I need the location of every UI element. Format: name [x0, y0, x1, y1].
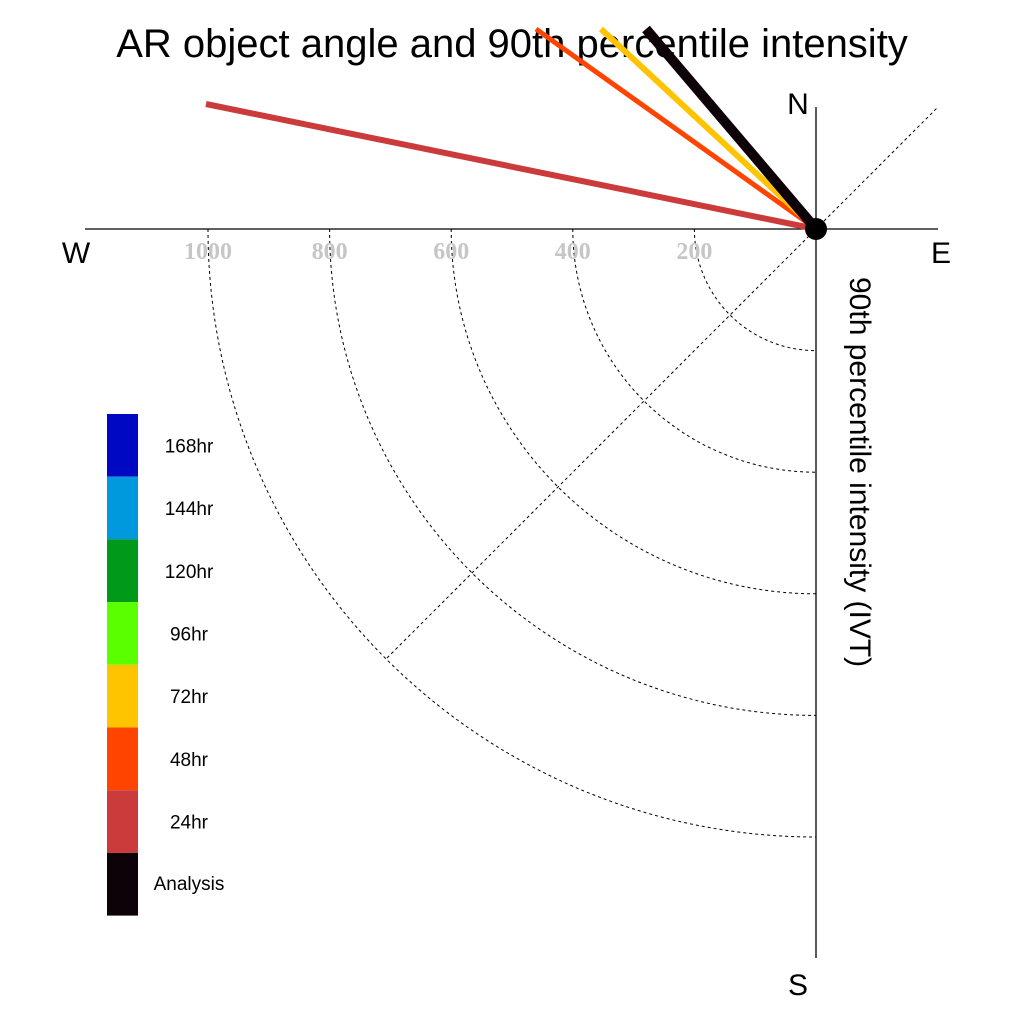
chart-title: AR object angle and 90th percentile inte…: [116, 22, 908, 66]
legend-swatch: [107, 790, 138, 853]
compass-west-label: W: [62, 237, 91, 270]
legend-label: 24hr: [170, 813, 209, 834]
radial-arc-1000: [207, 228, 817, 838]
legend-swatch: [107, 414, 138, 477]
legend-swatch: [107, 664, 138, 728]
radial-tick-label: 1000: [184, 239, 232, 265]
legend-swatch: [107, 602, 138, 665]
radial-arc-800: [329, 228, 817, 716]
radial-arc-400: [572, 228, 817, 473]
legend-swatch: [107, 476, 138, 540]
legend-label: 96hr: [170, 624, 209, 645]
legend-label: 72hr: [170, 687, 209, 708]
legend-swatch: [107, 727, 138, 791]
legend-label: 120hr: [165, 562, 214, 583]
compass-south-label: S: [788, 969, 808, 1002]
legend-label: 48hr: [170, 750, 209, 771]
y-axis-label: 90th percentile intensity (IVT): [843, 277, 876, 667]
series-vectors: [205, 25, 820, 233]
radial-tick-label: 400: [555, 239, 591, 265]
series-vector-48hr: [534, 26, 818, 232]
radial-tick-label: 200: [676, 239, 712, 265]
radial-arcs: [207, 228, 817, 838]
series-vector-24hr: [205, 101, 817, 232]
legend-swatch: [107, 852, 138, 916]
radial-tick-label: 600: [433, 239, 469, 265]
compass-east-label: E: [931, 237, 951, 270]
radial-arc-600: [450, 228, 817, 595]
radial-arc-200: [693, 228, 817, 352]
legend-label: 168hr: [165, 436, 214, 457]
radial-tick-labels: 200 400 600 800 1000: [184, 239, 712, 265]
series-vector-72hr: [598, 26, 819, 232]
legend: 168hr 144hr 120hr 96hr 72hr 48hr 24hr Analysis: [107, 414, 224, 916]
legend-swatch: [107, 539, 138, 603]
compass-north-label: N: [787, 88, 809, 121]
series-vector-analysis: [642, 25, 820, 233]
legend-label: 144hr: [165, 499, 214, 520]
diagonal-guide-line: [386, 106, 939, 659]
legend-label: Analysis: [154, 874, 225, 895]
radial-tick-label: 800: [312, 239, 348, 265]
origin-marker: [805, 218, 827, 240]
